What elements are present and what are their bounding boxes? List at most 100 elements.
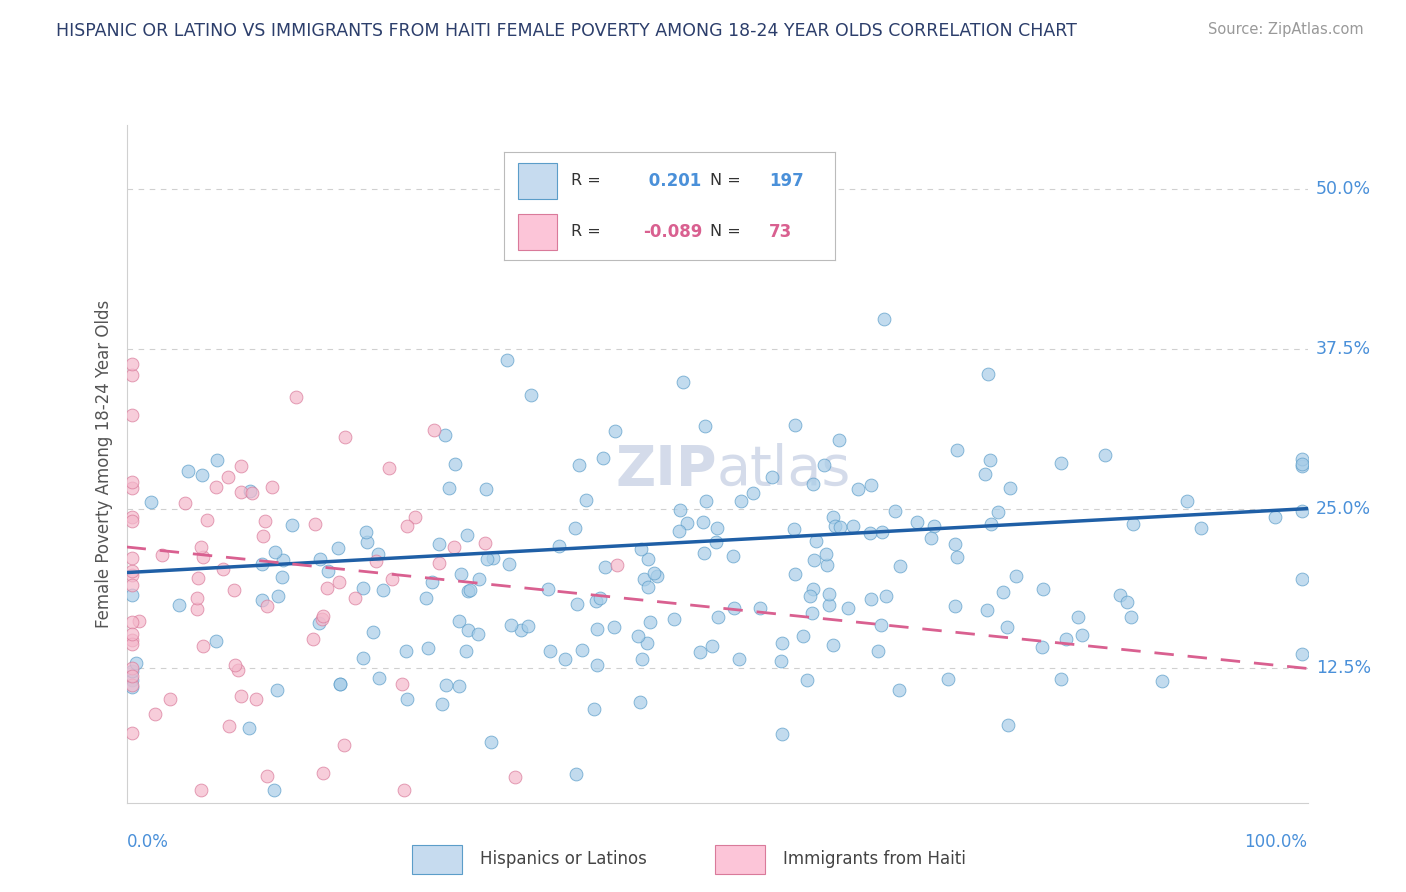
Text: R =: R = [571,173,600,188]
Point [222,583,245,598]
Point [356,534,378,549]
Point [191,467,214,482]
Text: 25.0%: 25.0% [1316,500,1371,517]
Point [837,600,859,615]
Point [692,515,714,529]
Point [828,433,851,447]
Point [565,598,588,612]
Point [217,470,239,484]
Point [167,598,190,612]
Point [458,583,481,598]
Point [395,644,418,658]
Point [226,664,249,678]
Point [498,557,520,571]
Point [813,458,835,472]
Point [121,680,143,694]
Point [585,657,607,672]
Point [177,464,200,478]
Point [783,522,806,536]
Point [547,539,569,553]
Point [344,591,367,605]
Point [302,632,325,646]
Point [186,591,208,606]
Point [121,481,143,495]
Point [761,470,783,484]
Point [444,457,467,471]
Point [256,769,278,783]
Point [121,514,143,528]
Point [218,719,240,733]
Point [439,481,461,495]
Point [377,461,399,475]
Point [801,477,824,491]
Point [454,644,477,658]
Point [121,568,143,582]
Point [924,519,946,533]
Point [637,580,659,594]
Point [205,452,228,467]
Point [271,553,294,567]
Point [427,537,450,551]
Text: ZIP: ZIP [616,443,717,497]
Point [946,550,969,565]
Bar [716,845,765,874]
Point [633,572,655,586]
Point [245,692,267,706]
Point [887,682,910,697]
Point [976,603,998,617]
Point [434,428,457,442]
Point [1121,610,1143,624]
Point [537,582,560,596]
Point [693,546,716,560]
Point [801,582,824,596]
Point [150,548,173,562]
Point [475,482,498,496]
Point [395,692,418,706]
Point [266,589,288,603]
Text: HISPANIC OR LATINO VS IMMIGRANTS FROM HAITI FEMALE POVERTY AMONG 18-24 YEAR OLDS: HISPANIC OR LATINO VS IMMIGRANTS FROM HA… [56,22,1077,40]
Point [1067,610,1090,624]
Point [783,567,806,582]
Point [381,572,404,586]
Point [271,569,294,583]
Point [1291,459,1313,474]
Y-axis label: Female Poverty Among 18-24 Year Olds: Female Poverty Among 18-24 Year Olds [94,300,112,628]
Text: atlas: atlas [717,443,852,497]
Point [516,619,538,633]
Point [423,424,446,438]
Point [190,540,212,554]
Point [872,525,894,540]
Point [316,564,339,578]
Point [1291,452,1313,467]
Point [253,514,276,528]
Point [707,609,730,624]
Point [721,549,744,563]
Point [430,698,453,712]
Point [889,558,911,573]
Point [312,609,335,624]
Point [815,558,838,572]
Point [704,534,727,549]
Point [817,587,839,601]
Point [943,537,966,551]
Text: N =: N = [710,224,740,239]
Point [266,683,288,698]
Point [689,645,711,659]
Point [121,627,143,641]
Point [585,594,607,608]
Point [121,726,143,740]
Point [936,672,959,686]
Point [468,572,491,586]
Point [987,505,1010,519]
Point [564,521,586,535]
Point [121,564,143,578]
Point [592,450,614,465]
Point [603,620,626,634]
Point [586,623,609,637]
Text: 0.0%: 0.0% [127,833,169,851]
Point [769,654,792,668]
Text: R =: R = [571,224,600,239]
Point [979,453,1001,467]
Point [195,513,218,527]
Point [457,623,479,637]
